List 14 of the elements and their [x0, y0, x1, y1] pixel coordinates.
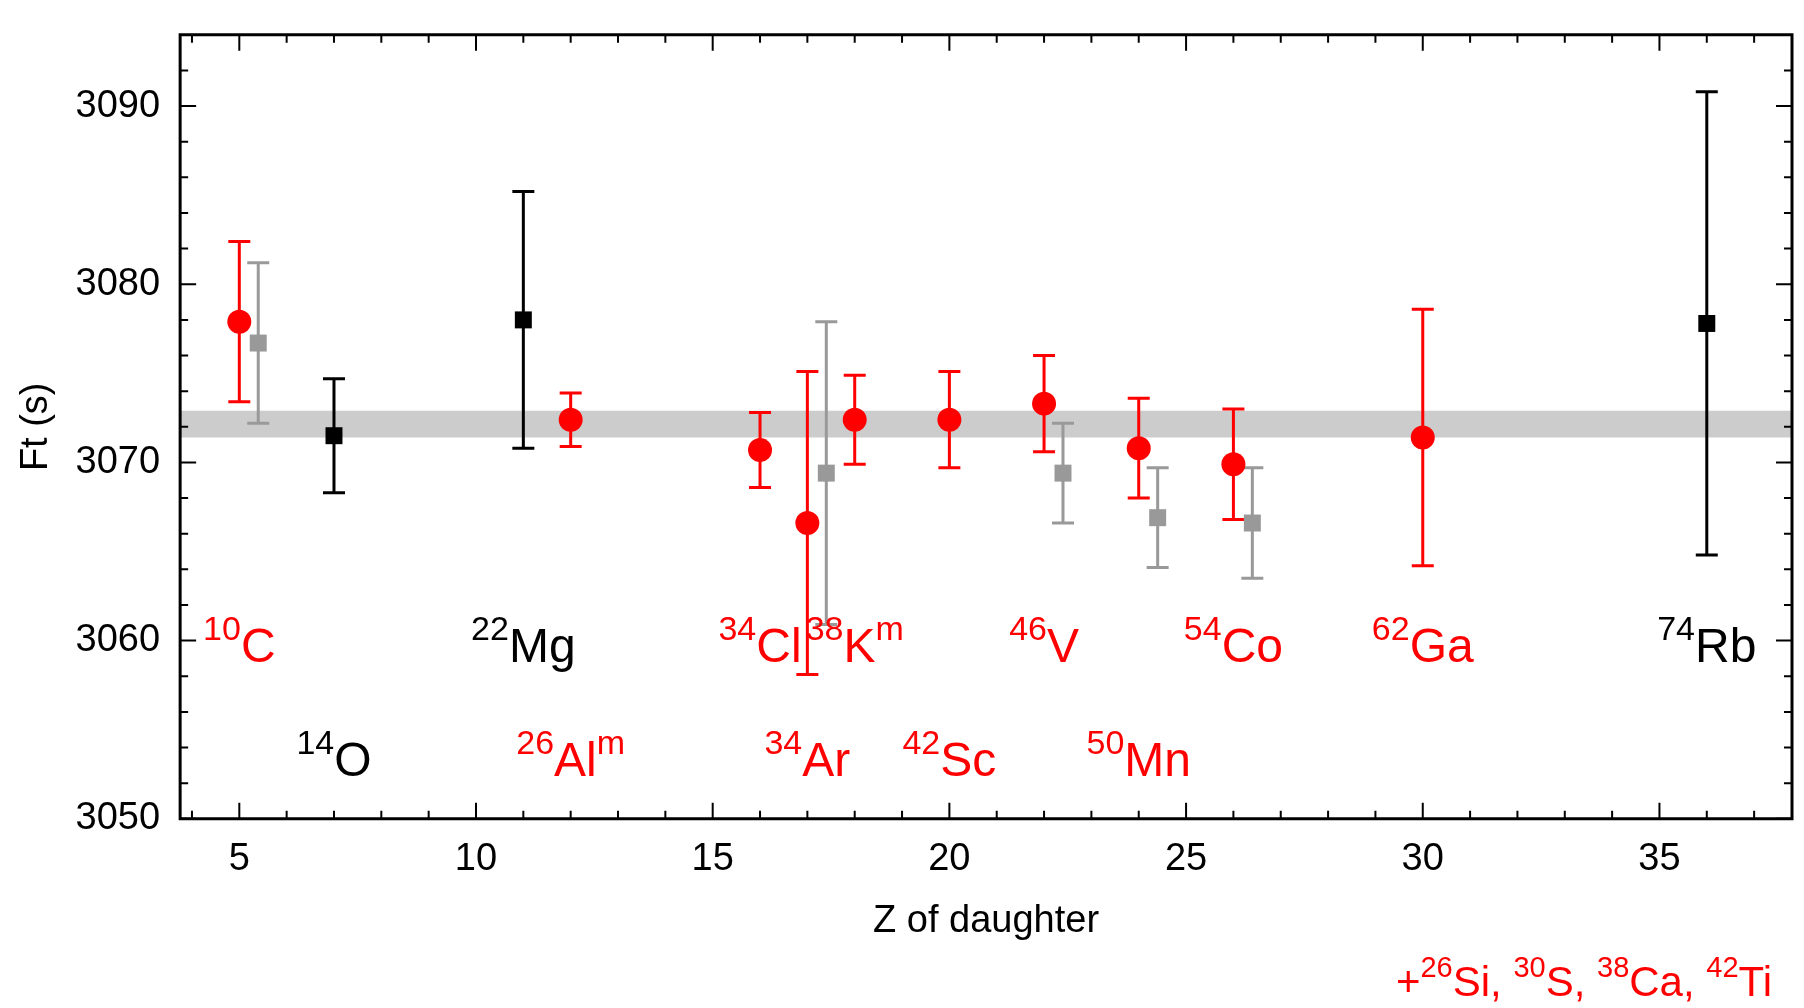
y-tick-label: 3090: [75, 82, 161, 125]
x-axis-title: Z of daughter: [873, 897, 1100, 940]
y-tick-label: 3060: [75, 617, 161, 660]
x-tick-label: 15: [691, 836, 734, 879]
x-tick-label: 30: [1401, 836, 1444, 879]
y-tick-label: 3070: [75, 438, 161, 481]
x-tick-label: 10: [454, 836, 498, 879]
x-tick-label: 25: [1164, 836, 1208, 879]
y-axis-title: Ft (s): [13, 382, 56, 472]
x-tick-label: 5: [228, 836, 250, 879]
x-tick-label: 35: [1638, 836, 1681, 879]
x-tick-label: 20: [928, 836, 971, 879]
y-tick-label: 3080: [75, 260, 161, 303]
y-tick-label: 3050: [75, 795, 161, 838]
